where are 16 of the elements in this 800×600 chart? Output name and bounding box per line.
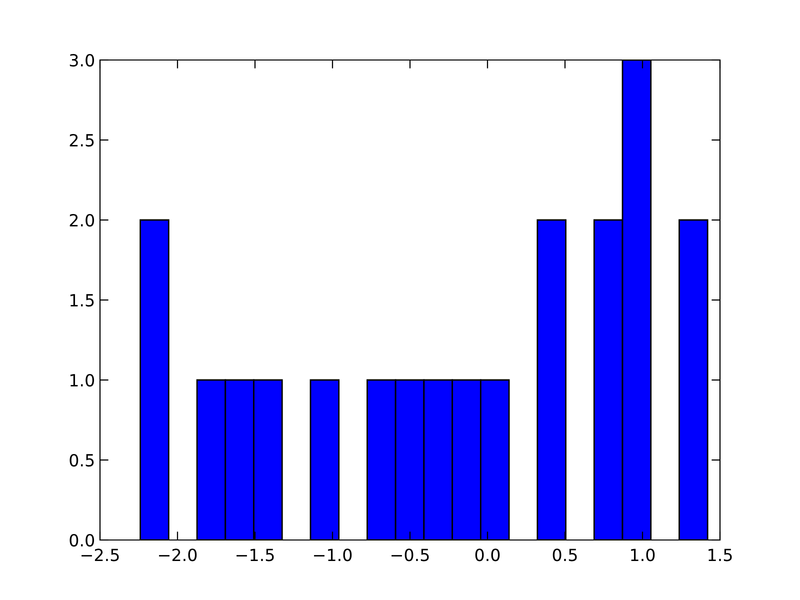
x-tick-label: −1.0 [314,548,352,562]
x-tick-label: 0.5 [552,548,577,562]
y-tick-label: 0.0 [70,534,94,547]
y-tick-label: 2.5 [70,134,94,147]
x-tick-label: 1.5 [708,548,732,562]
x-tick-label: 1.0 [631,548,655,562]
x-tick-label: −2.0 [159,548,197,562]
y-tick-label: 2.0 [70,214,94,227]
x-tick-label: 0.0 [475,548,500,562]
y-tick-label: 1.5 [70,294,94,307]
y-tick-label: 3.0 [70,54,94,67]
x-tick-label: −2.5 [82,548,119,562]
y-tick-label: 1.0 [70,374,94,387]
y-tick-label: 0.5 [70,454,94,467]
x-tick-label: −0.5 [392,548,429,562]
x-tick-label: −1.5 [236,548,274,562]
